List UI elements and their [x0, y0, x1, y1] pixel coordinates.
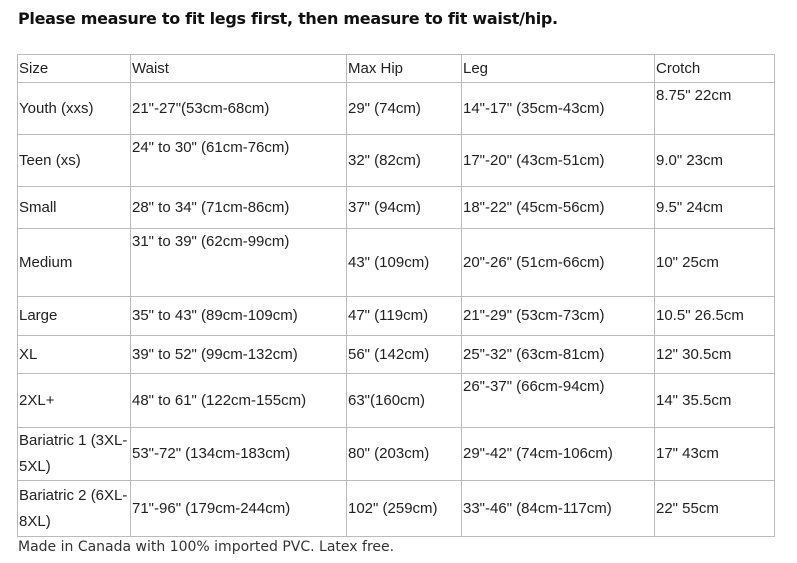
cell: 20"-26" (51cm-66cm) [461, 228, 655, 297]
cell: 21"-29" (53cm-73cm) [461, 296, 655, 336]
cell: Youth (xxs) [17, 82, 131, 135]
cell: 28" to 34" (71cm-86cm) [130, 186, 347, 229]
cell: 14" 35.5cm [654, 373, 775, 428]
cell: 12" 30.5cm [654, 335, 775, 374]
footer: Made in Canada with 100% imported PVC. L… [18, 539, 395, 555]
cell: 17" 43cm [654, 427, 775, 481]
cell: 22" 55cm [654, 480, 775, 537]
size-table: Size Waist Max Hip Leg Crotch Youth (xxs) 21"-… [17, 54, 775, 537]
cell: XL [17, 335, 131, 374]
title: Please measure to fit legs first, then m… [18, 9, 558, 28]
cell: 26"-37" (66cm-94cm) [461, 373, 655, 428]
table-row: Medium 31" to 39" (62cm-99cm) 43" (109cm) 2… [17, 228, 775, 297]
cell: 14"-17" (35cm-43cm) [461, 82, 655, 135]
table-row: Size Waist Max Hip Leg Crotch [17, 54, 775, 83]
table-row: Youth (xxs) 21"-27"(53cm-68cm) 29" (74cm) 1… [17, 82, 775, 135]
header-cell: Crotch [654, 54, 775, 83]
cell: 9.5" 24cm [654, 186, 775, 229]
cell: Small [17, 186, 131, 229]
cell: Bariatric 2 (6XL-8XL) [17, 480, 131, 537]
cell: 48" to 61" (122cm-155cm) [130, 373, 347, 428]
cell: 32" (82cm) [346, 134, 462, 187]
cell: Teen (xs) [17, 134, 131, 187]
cell: 2XL+ [17, 373, 131, 428]
cell: 10.5" 26.5cm [654, 296, 775, 336]
cell: 29" (74cm) [346, 82, 462, 135]
cell: Bariatric 1 (3XL-5XL) [17, 427, 131, 481]
cell: 71"-96" (179cm-244cm) [130, 480, 347, 537]
table-row: Teen (xs) 24" to 30" (61cm-76cm) 32" (82cm… [17, 134, 775, 187]
cell: 47" (119cm) [346, 296, 462, 336]
cell: 33"-46" (84cm-117cm) [461, 480, 655, 537]
cell: 37" (94cm) [346, 186, 462, 229]
cell: 39" to 52" (99cm-132cm) [130, 335, 347, 374]
cell: 56" (142cm) [346, 335, 462, 374]
cell: 17"-20" (43cm-51cm) [461, 134, 655, 187]
header-cell: Max Hip [346, 54, 462, 83]
cell: 9.0" 23cm [654, 134, 775, 187]
cell: 25"-32" (63cm-81cm) [461, 335, 655, 374]
cell: 80" (203cm) [346, 427, 462, 481]
cell: Medium [17, 228, 131, 297]
cell: 29"-42" (74cm-106cm) [461, 427, 655, 481]
cell: 10" 25cm [654, 228, 775, 297]
cell: 53"-72" (134cm-183cm) [130, 427, 347, 481]
table-row: Small 28" to 34" (71cm-86cm) 37" (94cm) 18"… [17, 186, 775, 229]
table-row: Bariatric 1 (3XL-5XL) 53"-72" (134cm-183c… [17, 427, 775, 481]
header-cell: Size [17, 54, 131, 83]
cell: 21"-27"(53cm-68cm) [130, 82, 347, 135]
cell: 63"(160cm) [346, 373, 462, 428]
header-cell: Waist [130, 54, 347, 83]
header-cell: Leg [461, 54, 655, 83]
table-row: 2XL+ 48" to 61" (122cm-155cm) 63"(160cm) 26… [17, 373, 775, 428]
cell: 31" to 39" (62cm-99cm) [130, 228, 347, 297]
cell: Large [17, 296, 131, 336]
cell: 43" (109cm) [346, 228, 462, 297]
cell: 18"-22" (45cm-56cm) [461, 186, 655, 229]
cell: 102" (259cm) [346, 480, 462, 537]
cell: 35" to 43" (89cm-109cm) [130, 296, 347, 336]
cell: 8.75" 22cm [654, 82, 775, 135]
cell: 24" to 30" (61cm-76cm) [130, 134, 347, 187]
table-row: Large 35" to 43" (89cm-109cm) 47" (119cm) 2… [17, 296, 775, 336]
table-row: XL 39" to 52" (99cm-132cm) 56" (142cm) 25"-… [17, 335, 775, 374]
table-row: Bariatric 2 (6XL-8XL) 71"-96" (179cm-244c… [17, 480, 775, 537]
